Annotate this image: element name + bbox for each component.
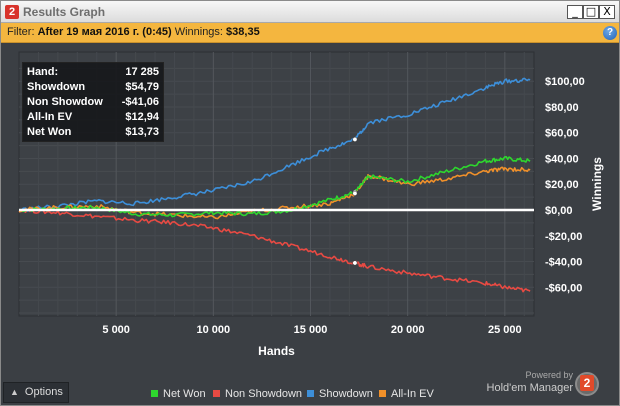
stat-row-showdown: Showdown $54,79 bbox=[27, 81, 161, 96]
winnings-label: Winnings: bbox=[174, 26, 223, 38]
hem2-logo-icon: 2 bbox=[5, 5, 19, 19]
results-chart[interactable]: $100,00 $80,00 $60,00 $40,00 $20,00 $0,00 -$20… bbox=[1, 44, 619, 380]
window-title: Results Graph bbox=[23, 5, 106, 19]
winnings-value: $38,35 bbox=[226, 26, 260, 38]
legend-label: All-In EV bbox=[391, 388, 434, 400]
brand-name: Hold'em Manager bbox=[486, 382, 573, 394]
legend-item-non-showdown[interactable]: Non Showdown bbox=[213, 388, 302, 400]
x-tick-label: 25 000 bbox=[488, 324, 522, 336]
hem2-badge-icon: 2 bbox=[575, 372, 599, 396]
series-line-showdown bbox=[18, 77, 531, 212]
options-button[interactable]: ▲ Options bbox=[3, 382, 69, 403]
stat-value: -$41,06 bbox=[121, 96, 159, 108]
x-axis-title: Hands bbox=[258, 344, 295, 358]
stat-value: $12,94 bbox=[125, 111, 159, 123]
legend-label: Non Showdown bbox=[225, 388, 303, 400]
legend-item-all-in-ev[interactable]: All-In EV bbox=[379, 388, 434, 400]
title-bar[interactable]: 2 Results Graph _ □ X bbox=[1, 1, 619, 23]
stat-label: Hand: bbox=[27, 66, 59, 78]
maximize-button[interactable]: □ bbox=[583, 5, 599, 19]
legend-item-net-won[interactable]: Net Won bbox=[151, 388, 206, 400]
stats-tooltip: Hand: 17 285 Showdown $54,79 Non Showdow… bbox=[22, 62, 164, 142]
highlight-point bbox=[352, 136, 358, 142]
filter-label: Filter: bbox=[7, 26, 35, 38]
x-tick-label: 5 000 bbox=[102, 324, 130, 336]
legend-item-showdown[interactable]: Showdown bbox=[307, 388, 373, 400]
close-button[interactable]: X bbox=[599, 5, 615, 19]
legend-label: Net Won bbox=[163, 388, 206, 400]
bottom-bar: ▲ Options Net Won Non Showdown Showdown A… bbox=[1, 370, 619, 405]
legend-label: Showdown bbox=[319, 388, 373, 400]
stat-row-non-showdown: Non Showdow -$41,06 bbox=[27, 96, 161, 111]
series-line-non-showdown bbox=[18, 208, 531, 293]
brand-badge-label: 2 bbox=[580, 375, 594, 391]
stat-row-net-won: Net Won $13,73 bbox=[27, 126, 161, 141]
stat-value: 17 285 bbox=[125, 66, 159, 78]
y-tick-label: $80,00 bbox=[545, 102, 579, 114]
stat-label: Showdown bbox=[27, 81, 86, 93]
y-tick-label: -$20,00 bbox=[545, 231, 582, 243]
legend-swatch bbox=[307, 390, 314, 397]
filter-bar: Filter: After 19 мая 2016 г. (0:45) Winn… bbox=[1, 23, 619, 43]
y-tick-label: -$40,00 bbox=[545, 257, 582, 269]
help-icon[interactable]: ? bbox=[603, 26, 617, 40]
filter-value: After 19 мая 2016 г. (0:45) bbox=[37, 26, 172, 38]
legend-swatch bbox=[151, 390, 158, 397]
minimize-button[interactable]: _ bbox=[567, 5, 583, 19]
stat-label: All-In EV bbox=[27, 111, 73, 123]
y-tick-label: -$60,00 bbox=[545, 282, 582, 294]
y-tick-label: $20,00 bbox=[545, 179, 579, 191]
stat-value: $54,79 bbox=[125, 81, 159, 93]
hem2-brand: Powered by Hold'em Manager 2 bbox=[479, 370, 601, 404]
powered-by-text: Powered by bbox=[525, 370, 573, 380]
legend-swatch bbox=[379, 390, 386, 397]
legend-swatch bbox=[213, 390, 220, 397]
x-tick-label: 10 000 bbox=[197, 324, 231, 336]
x-tick-label: 15 000 bbox=[294, 324, 328, 336]
highlight-point bbox=[352, 260, 358, 266]
y-tick-label: $60,00 bbox=[545, 128, 579, 140]
highlight-point bbox=[352, 190, 358, 196]
filter-summary: Filter: After 19 мая 2016 г. (0:45) Winn… bbox=[7, 26, 260, 38]
y-tick-label: $40,00 bbox=[545, 153, 579, 165]
chevron-up-icon: ▲ bbox=[10, 387, 19, 397]
stat-row-hand: Hand: 17 285 bbox=[27, 66, 161, 81]
stat-label: Net Won bbox=[27, 126, 72, 138]
y-tick-label: $0,00 bbox=[545, 205, 573, 217]
y-tick-label: $100,00 bbox=[545, 76, 585, 88]
stat-label: Non Showdow bbox=[27, 96, 103, 108]
x-tick-label: 20 000 bbox=[391, 324, 425, 336]
stat-value: $13,73 bbox=[125, 126, 159, 138]
stat-row-all-in-ev: All-In EV $12,94 bbox=[27, 111, 161, 126]
y-axis-title: Winnings bbox=[590, 157, 604, 211]
options-label: Options bbox=[24, 386, 63, 398]
graph-area: $100,00 $80,00 $60,00 $40,00 $20,00 $0,00 -$20… bbox=[1, 44, 619, 405]
